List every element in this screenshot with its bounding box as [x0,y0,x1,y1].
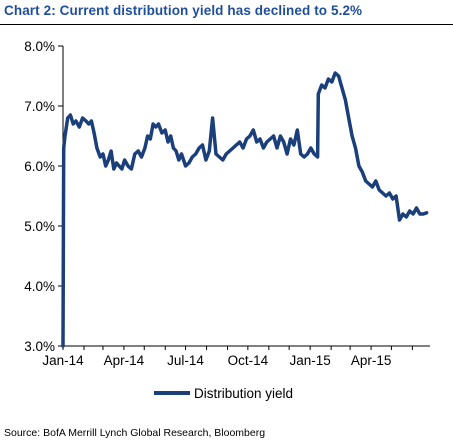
legend: Distribution yield [154,386,293,401]
y-tick-label: 7.0% [24,99,55,114]
title-divider [0,24,453,25]
legend-label: Distribution yield [194,386,293,401]
x-tick-label: Apr-15 [351,353,392,368]
series-line-distribution-yield [61,71,429,348]
chart-title: Chart 2: Current distribution yield has … [4,3,363,18]
x-tick-label: Apr-14 [104,353,145,368]
y-tick-label: 3.0% [24,339,55,354]
y-tick-label: 6.0% [24,159,55,174]
x-axis: Jan-14 Apr-14 Jul-14 Oct-14 Jan-15 Apr-15 [42,345,430,368]
x-tick-label: Jan-15 [290,353,331,368]
x-tick-label: Jul-14 [167,353,204,368]
y-tick-label: 5.0% [24,219,55,234]
series-group [61,71,429,348]
x-tick-label: Oct-14 [228,353,269,368]
x-tick-label: Jan-14 [42,353,84,368]
y-tick-label: 4.0% [24,279,55,294]
source-note: Source: BofA Merrill Lynch Global Resear… [4,427,266,439]
y-axis: 8.0% 7.0% 6.0% 5.0% 4.0% 3.0% [24,39,64,354]
y-tick-label: 8.0% [24,39,55,54]
